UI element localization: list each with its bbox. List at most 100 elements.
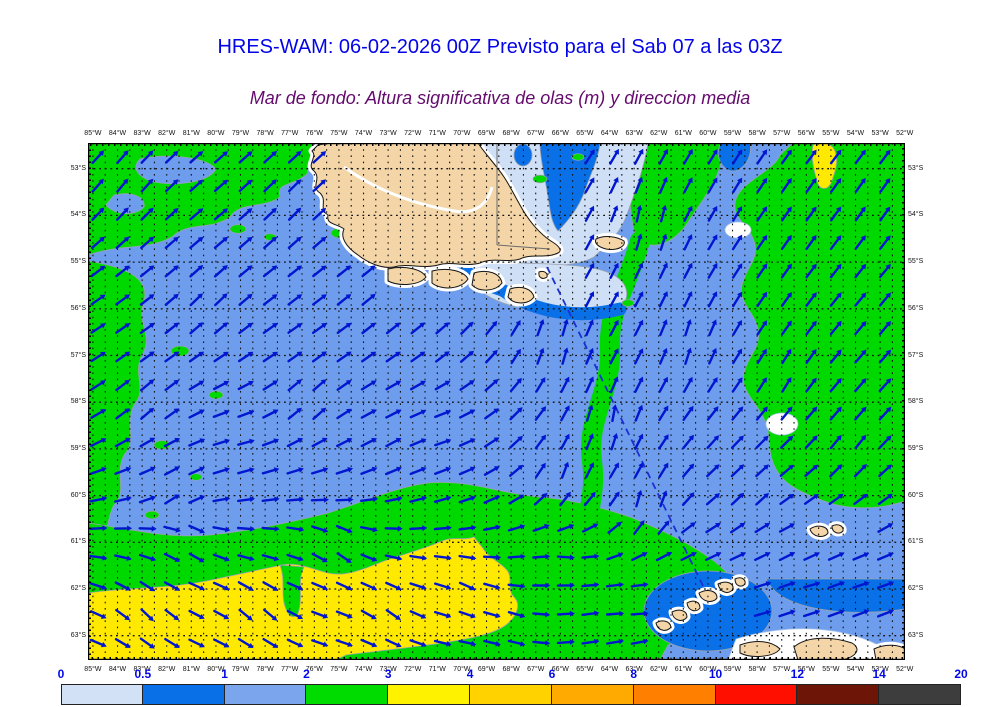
land-shetland-6: [734, 577, 746, 587]
colorbar-tick: 1: [221, 667, 228, 681]
lon-tick-label: 52°W: [896, 666, 914, 673]
land-islote-1: [538, 270, 548, 279]
lon-tick-label: 65°W: [576, 130, 594, 137]
lon-tick-label: 56°W: [797, 666, 815, 673]
lon-tick-label: 69°W: [477, 130, 496, 137]
land-antarctic-coast-2: [873, 644, 905, 660]
colorbar: [61, 684, 961, 705]
colorbar-segment: [388, 684, 471, 705]
lat-tick-label: 58°S: [70, 398, 86, 406]
colorbar-segment: [797, 684, 880, 705]
wave-region-yellow-northeast: [811, 143, 838, 189]
lon-tick-label: 77°W: [281, 130, 299, 137]
wave-region-blue-northeast-bay: [717, 143, 751, 172]
colorbar-segment: [551, 684, 634, 705]
tierra-del-fuego-border: [496, 244, 551, 250]
lon-tick-label: 58°W: [748, 130, 766, 137]
colorbar-segment: [879, 684, 961, 705]
lon-tick-label: 78°W: [256, 130, 274, 137]
lon-tick-label: 57°W: [773, 666, 791, 673]
lon-tick-label: 59°W: [723, 666, 742, 673]
green-islet: [571, 153, 585, 161]
lat-tick-label: 63°S: [70, 631, 86, 639]
lat-tick-label: 55°S: [908, 258, 924, 266]
green-islet: [189, 473, 203, 481]
lon-tick-label: 75°W: [330, 666, 348, 673]
lon-tick-label: 75°W: [330, 130, 348, 137]
lon-tick-label: 70°W: [453, 666, 471, 673]
lon-tick-label: 67°W: [527, 130, 545, 137]
lat-tick-label: 63°S: [908, 631, 924, 639]
wave-height-map[interactable]: [88, 143, 905, 660]
wave-region-hole-northwest-2: [105, 193, 145, 214]
page-subtitle: Mar de fondo: Altura significativa de ol…: [249, 88, 751, 108]
wave-region-green-tongue: [279, 564, 305, 618]
lon-tick-label: 62°W: [650, 130, 668, 137]
lat-tick-label: 60°S: [70, 491, 86, 499]
lon-tick-label: 68°W: [502, 666, 520, 673]
lon-tick-label: 79°W: [231, 130, 250, 137]
lon-tick-label: 77°W: [281, 666, 299, 673]
map-frame-ticks: [89, 144, 904, 659]
lon-tick-label: 52°W: [896, 130, 914, 137]
colorbar-segment: [470, 684, 552, 705]
green-islet: [229, 224, 247, 234]
land-clarence-island: [831, 524, 844, 534]
lon-tick-label: 60°W: [699, 666, 717, 673]
magellan-strait: [343, 165, 494, 214]
colorbar-tick: 10: [708, 667, 723, 681]
lon-tick-label: 85°W: [84, 666, 102, 673]
lat-tick-label: 59°S: [908, 444, 924, 452]
green-islet: [144, 510, 160, 520]
colorbar-segment: [142, 684, 225, 705]
lon-tick-label: 81°W: [182, 666, 200, 673]
lon-tick-label: 71°W: [428, 130, 446, 137]
colorbar-segment: [306, 684, 389, 705]
lon-tick-label: 62°W: [650, 666, 668, 673]
lat-tick-label: 55°S: [70, 258, 86, 266]
colorbar-segment: [61, 684, 143, 705]
colorbar-tick: 8: [630, 667, 638, 681]
lon-tick-label: 70°W: [453, 130, 471, 137]
lon-tick-label: 66°W: [551, 130, 569, 137]
lat-tick-label: 57°S: [908, 351, 924, 359]
lon-tick-label: 84°W: [108, 130, 127, 137]
lon-tick-label: 53°W: [871, 130, 889, 137]
lon-tick-label: 64°W: [600, 130, 619, 137]
lon-tick-label: 60°W: [699, 130, 717, 137]
lon-tick-label: 59°W: [723, 130, 742, 137]
lon-tick-label: 76°W: [305, 130, 323, 137]
land-isla-hoste: [431, 268, 469, 289]
lat-tick-label: 56°S: [70, 304, 86, 312]
lon-tick-label: 55°W: [822, 130, 840, 137]
lat-tick-label: 56°S: [908, 304, 924, 312]
land-joinville-island: [739, 641, 781, 657]
colorbar-segment: [224, 684, 307, 705]
lon-tick-label: 53°W: [871, 666, 889, 673]
lon-tick-label: 80°W: [207, 666, 225, 673]
lon-tick-label: 82°W: [158, 130, 176, 137]
lon-tick-label: 56°W: [797, 130, 815, 137]
lon-tick-label: 55°W: [822, 666, 840, 673]
land-patagonia-tierra-del-fuego: [310, 143, 561, 268]
lon-tick-label: 72°W: [404, 666, 422, 673]
land-elephant-island: [809, 525, 829, 537]
lon-tick-label: 73°W: [379, 666, 397, 673]
colorbar-tick: 0.5: [134, 667, 152, 681]
lon-tick-label: 54°W: [846, 666, 865, 673]
page-title: HRES-WAM: 06-02-2026 00Z Previsto para e…: [217, 36, 783, 58]
wave-direction-arrows: [89, 148, 895, 649]
lon-tick-label: 83°W: [133, 666, 151, 673]
lon-tick-label: 63°W: [625, 130, 643, 137]
lon-tick-label: 61°W: [674, 130, 692, 137]
green-islet: [621, 299, 635, 307]
wave-region-hole-northwest-1: [135, 155, 217, 185]
lon-tick-label: 84°W: [108, 666, 127, 673]
lon-tick-label: 72°W: [404, 130, 422, 137]
lat-tick-label: 62°S: [908, 585, 924, 592]
lon-tick-label: 81°W: [182, 130, 200, 137]
lon-tick-label: 67°W: [527, 666, 545, 673]
colorbar-tick: 12: [790, 667, 805, 681]
lon-tick-label: 54°W: [846, 130, 865, 137]
